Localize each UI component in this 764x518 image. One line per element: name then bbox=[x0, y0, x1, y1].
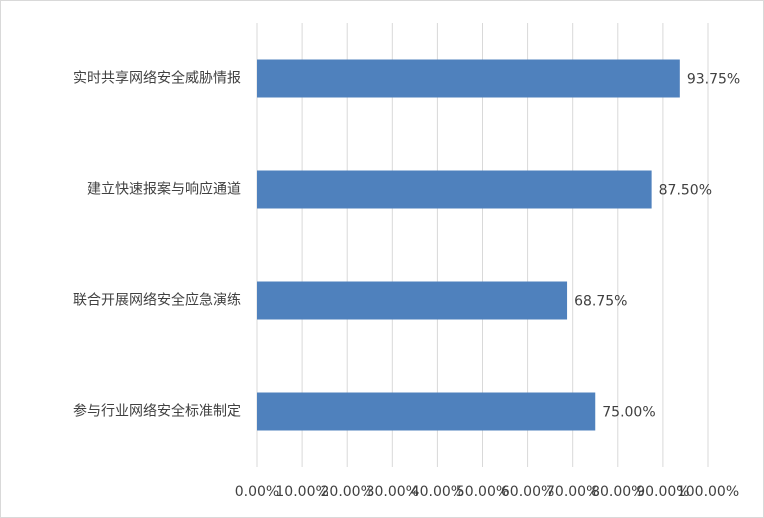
x-tick-label: 90.00% bbox=[636, 484, 689, 500]
bar bbox=[257, 170, 652, 209]
y-tick-label: 建立快速报案与响应通道 bbox=[87, 181, 241, 198]
x-tick-label: 80.00% bbox=[591, 484, 644, 500]
x-tick-label: 0.00% bbox=[235, 484, 279, 500]
x-tick-label: 100.00% bbox=[677, 484, 739, 500]
x-tick-label: 50.00% bbox=[456, 484, 509, 500]
x-tick-label: 30.00% bbox=[366, 484, 419, 500]
x-tick-label: 10.00% bbox=[275, 484, 328, 500]
y-tick-label: 参与行业网络安全标准制定 bbox=[73, 403, 241, 420]
y-tick-label: 实时共享网络安全威胁情报 bbox=[73, 70, 241, 87]
x-tick-label: 70.00% bbox=[546, 484, 599, 500]
bar bbox=[257, 59, 680, 98]
value-label: 87.50% bbox=[659, 183, 712, 199]
value-label: 75.00% bbox=[602, 405, 655, 421]
x-tick-label: 20.00% bbox=[321, 484, 374, 500]
x-tick-label: 40.00% bbox=[411, 484, 464, 500]
bar bbox=[257, 392, 596, 431]
bar bbox=[257, 281, 568, 320]
value-label: 68.75% bbox=[574, 294, 627, 310]
y-tick-label: 联合开展网络安全应急演练 bbox=[73, 292, 241, 309]
value-label: 93.75% bbox=[687, 72, 740, 88]
x-tick-label: 60.00% bbox=[501, 484, 554, 500]
